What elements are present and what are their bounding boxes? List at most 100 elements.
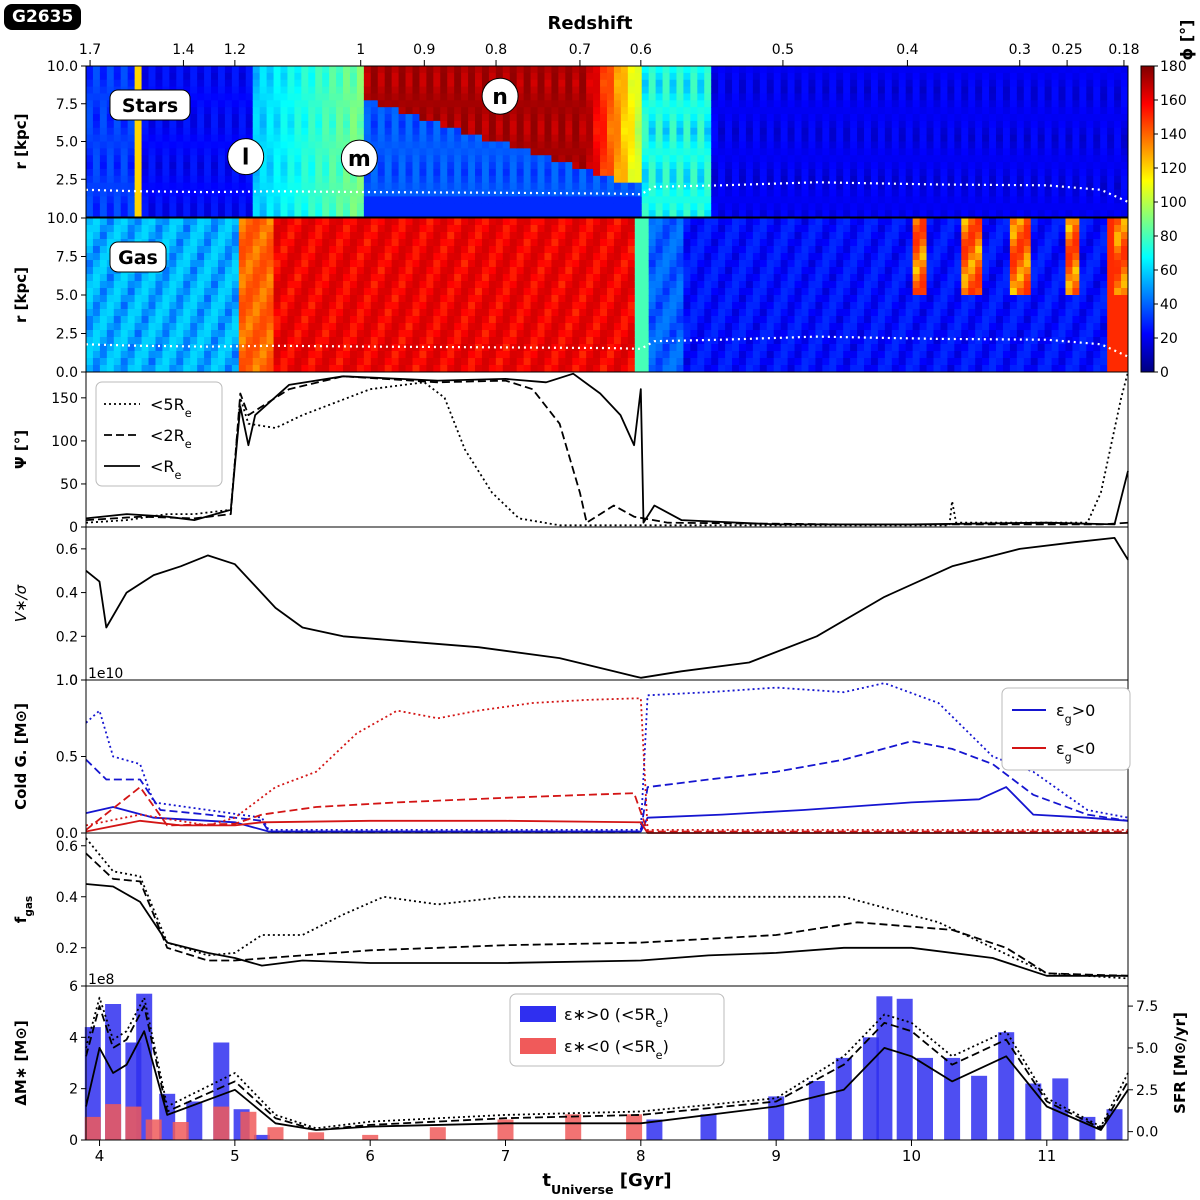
heat-cell <box>315 93 323 101</box>
heat-cell <box>537 127 546 136</box>
heat-cell <box>523 182 532 191</box>
heat-cell <box>586 141 594 149</box>
heat-cell <box>1051 203 1060 211</box>
heat-cell <box>155 72 164 81</box>
heat-cell <box>245 196 254 204</box>
heat-cell <box>106 239 115 247</box>
heat-cell <box>1093 107 1101 115</box>
heat-cell <box>745 196 754 204</box>
heat-cell <box>773 72 782 81</box>
heat-cell <box>190 225 198 233</box>
heat-cell <box>204 260 212 268</box>
heat-cell <box>141 189 150 198</box>
heat-cell <box>183 288 191 296</box>
heat-cell <box>607 358 615 366</box>
heat-cell <box>745 182 754 191</box>
heat-cell <box>190 182 198 191</box>
heat-cell <box>426 141 434 149</box>
heat-cell <box>530 182 539 191</box>
heat-cell <box>217 246 226 254</box>
heat-cell <box>683 72 691 81</box>
heat-cell <box>1002 86 1011 95</box>
heat-cell <box>1023 120 1032 129</box>
heat-cell <box>141 175 150 184</box>
heat-cell <box>495 210 504 217</box>
heat-cell <box>1065 196 1074 204</box>
heat-cell <box>558 182 566 191</box>
heat-cell <box>349 302 358 310</box>
heat-cell <box>1058 196 1067 204</box>
heat-cell <box>586 337 594 345</box>
heat-cell <box>572 107 580 115</box>
heat-cell <box>968 155 976 163</box>
heat-cell <box>613 232 622 240</box>
heat-cell <box>843 86 851 95</box>
heat-cell <box>891 114 900 122</box>
heat-cell <box>634 134 643 143</box>
heat-cell <box>391 93 400 101</box>
heat-cell <box>690 203 698 211</box>
heat-cell <box>245 302 254 310</box>
heat-cell <box>961 79 969 88</box>
heat-cell <box>607 260 615 268</box>
heat-cell <box>725 141 733 149</box>
heat-cell <box>86 66 94 74</box>
heat-cell <box>127 288 136 296</box>
heat-cell <box>329 288 337 296</box>
heat-cell <box>315 274 323 282</box>
heat-cell <box>86 281 94 289</box>
heat-cell <box>280 323 289 331</box>
heat-cell <box>579 309 587 317</box>
heat-cell <box>266 337 275 345</box>
heat-cell <box>475 196 483 204</box>
heat-cell <box>801 86 810 95</box>
heat-cell <box>732 182 740 191</box>
heat-cell <box>579 288 587 296</box>
heat-cell <box>266 203 275 211</box>
heat-cell <box>488 72 497 81</box>
heat-cell <box>412 100 421 108</box>
heat-cell <box>211 253 219 261</box>
heat-cell <box>759 134 768 143</box>
heat-cell <box>1023 141 1032 149</box>
heat-cell <box>190 79 198 88</box>
heat-cell <box>238 127 247 136</box>
heat-cell <box>426 232 434 240</box>
heat-cell <box>294 141 302 149</box>
heat-cell <box>336 162 344 170</box>
heat-cell <box>530 127 539 136</box>
heat-cell <box>238 225 247 233</box>
heat-cell <box>607 281 615 289</box>
heat-cell <box>384 246 393 254</box>
heat-cell <box>600 72 608 81</box>
heat-cell <box>363 196 372 204</box>
heat-cell <box>530 337 539 345</box>
heat-cell <box>433 323 441 331</box>
heat-cell <box>732 162 740 170</box>
heat-cell <box>565 127 573 136</box>
heat-cell <box>329 155 337 163</box>
heat-cell <box>113 351 122 359</box>
heat-cell <box>1009 155 1018 163</box>
heat-cell <box>912 155 921 163</box>
heat-cell <box>329 295 337 303</box>
heat-cell <box>655 168 664 177</box>
heat-cell <box>877 210 886 217</box>
heat-cell <box>488 155 497 163</box>
heat-cell <box>440 120 448 129</box>
heat-cell <box>273 239 282 247</box>
heat-cell <box>655 189 664 198</box>
heat-cell <box>544 148 553 156</box>
heat-cell <box>634 127 643 136</box>
heat-cell <box>850 114 858 122</box>
heat-cell <box>336 274 344 282</box>
heat-cell <box>593 316 601 324</box>
heat-cell <box>607 93 615 101</box>
heat-cell <box>113 281 122 289</box>
heat-cell <box>468 218 476 226</box>
heat-cell <box>857 120 865 129</box>
heat-cell <box>864 189 872 198</box>
heat-cell <box>155 120 164 129</box>
heat-cell <box>982 114 990 122</box>
heat-cell <box>773 114 782 122</box>
